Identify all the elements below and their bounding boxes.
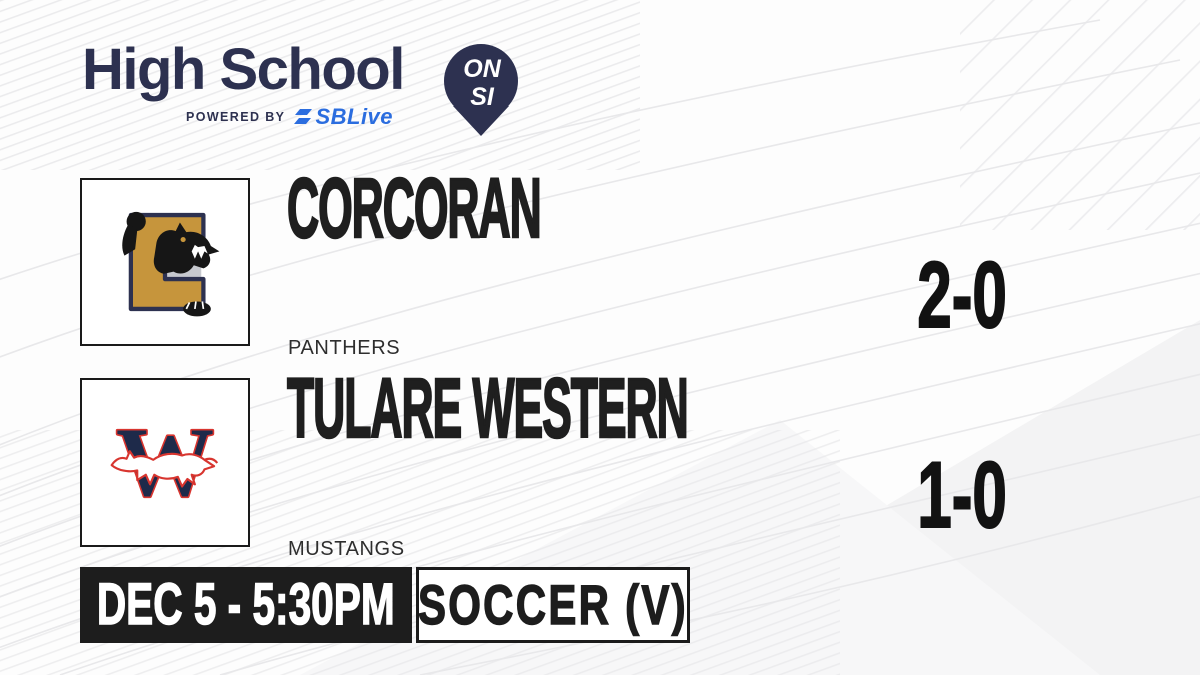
on-si-pin-icon: ON SI bbox=[444, 44, 518, 136]
team2-name: TULARE WESTERN bbox=[286, 361, 689, 455]
team1-mascot: PANTHERS bbox=[288, 337, 401, 359]
team2-mascot: MUSTANGS bbox=[288, 538, 405, 560]
team1-logo-box bbox=[80, 178, 250, 346]
sport-level-box: SOCCER (V) bbox=[416, 567, 690, 643]
pin-on-text: ON bbox=[463, 55, 501, 83]
team2-logo-box: W bbox=[80, 378, 250, 547]
corcoran-panther-c-logo bbox=[122, 211, 220, 317]
sblive-wordmark: SBLive bbox=[293, 106, 393, 128]
team1-record: 2-0 bbox=[917, 242, 1008, 347]
tulare-western-mustang-w-logo: W bbox=[110, 407, 219, 518]
sblive-bolt-icon bbox=[294, 109, 313, 124]
pin-si-text: SI bbox=[470, 83, 495, 111]
team1-name: CORCORAN bbox=[286, 161, 542, 255]
powered-by-label: POWERED BY bbox=[186, 110, 286, 124]
game-datetime: DEC 5 - 5:30PM bbox=[97, 572, 396, 637]
game-datetime-box: DEC 5 - 5:30PM bbox=[80, 567, 412, 643]
brand-title: High School bbox=[82, 37, 405, 102]
team2-record: 1-0 bbox=[917, 442, 1008, 547]
sport-level: SOCCER (V) bbox=[418, 573, 688, 636]
powered-by-row: POWERED BY SBLive bbox=[186, 104, 393, 130]
sblive-text: SBLive bbox=[315, 104, 394, 129]
